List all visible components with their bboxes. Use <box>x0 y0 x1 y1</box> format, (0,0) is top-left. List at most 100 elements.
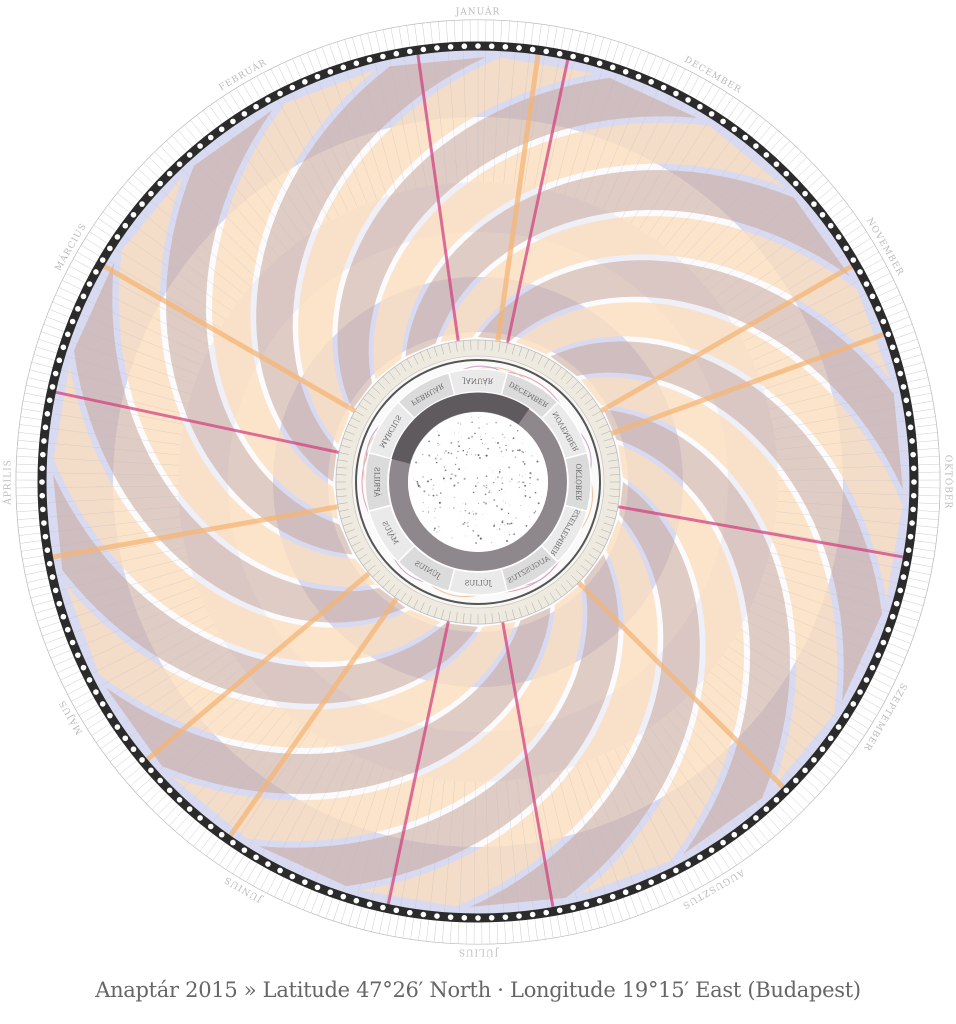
date-tick <box>193 828 208 847</box>
degree-tick <box>455 341 458 352</box>
star <box>482 426 484 428</box>
day-gridline <box>701 194 801 283</box>
degree-tick <box>377 575 385 583</box>
date-tick <box>571 911 577 934</box>
day-gridline <box>157 683 256 773</box>
degree-tick <box>388 371 396 380</box>
day-gridline <box>290 92 349 212</box>
date-tick <box>91 723 111 736</box>
day-gridline <box>403 56 427 187</box>
degree-tick <box>372 386 381 394</box>
day-gridline <box>433 52 448 184</box>
day-gridline <box>64 355 192 395</box>
star <box>475 519 476 520</box>
date-tick <box>523 22 526 45</box>
moon-dot <box>811 201 817 207</box>
date-tick <box>449 921 452 944</box>
degree-tick <box>406 596 413 606</box>
date-tick <box>678 873 689 894</box>
degree-tick <box>351 417 361 423</box>
moon-dot <box>827 222 834 229</box>
star <box>428 507 429 508</box>
date-tick <box>127 180 145 196</box>
day-gridline <box>747 293 867 352</box>
date-tick <box>225 850 239 870</box>
date-tick <box>62 280 83 291</box>
star <box>475 512 478 515</box>
day-gridline <box>474 781 476 914</box>
moon-dot <box>86 281 93 287</box>
star <box>511 449 514 452</box>
degree-tick <box>560 584 568 593</box>
date-tick <box>256 76 268 96</box>
moon-dot <box>811 757 817 763</box>
date-tick <box>818 759 837 775</box>
date-tick <box>887 642 909 652</box>
date-tick <box>837 735 856 749</box>
day-gridline <box>226 130 304 238</box>
star <box>413 479 414 480</box>
moon-dot <box>635 73 642 80</box>
star <box>509 480 511 482</box>
day-gridline <box>106 260 221 329</box>
day-gridline <box>80 313 202 366</box>
day-gridline <box>236 730 311 841</box>
star-map <box>408 412 548 552</box>
degree-tick <box>609 474 620 476</box>
event-radial-line <box>505 29 576 346</box>
moon-dot <box>763 152 770 158</box>
date-tick <box>593 906 601 928</box>
date-tick <box>184 125 199 143</box>
star <box>505 449 507 451</box>
star <box>479 457 481 459</box>
star <box>443 452 446 454</box>
moon-dot <box>720 118 726 125</box>
date-tick <box>896 338 918 347</box>
date-tick <box>461 20 464 43</box>
degree-tick <box>339 452 349 455</box>
degree-tick <box>525 605 530 615</box>
star <box>475 542 477 544</box>
moon-dot <box>218 831 225 838</box>
star <box>428 494 430 497</box>
star <box>471 453 472 455</box>
star <box>508 532 510 533</box>
date-tick <box>891 323 913 332</box>
date-tick <box>843 224 863 238</box>
day-gridline <box>223 724 302 832</box>
star <box>493 482 495 484</box>
day-gridline <box>593 83 645 206</box>
star <box>434 508 436 510</box>
moon-dot <box>107 245 113 252</box>
day-gridline <box>586 761 635 885</box>
moon-dot <box>502 914 509 920</box>
date-tick <box>777 804 793 821</box>
moon-dot <box>556 50 563 57</box>
date-tick <box>880 294 901 304</box>
day-gridline <box>612 95 672 214</box>
moon-dot <box>863 677 870 683</box>
inner-month-label: OKTÓBER <box>575 464 584 502</box>
degree-tick <box>592 547 602 554</box>
date-tick <box>107 205 126 220</box>
star <box>518 474 520 476</box>
date-tick <box>21 408 44 413</box>
star <box>454 463 457 466</box>
inner-month-segment <box>447 568 509 596</box>
moon-dots <box>39 43 917 921</box>
star <box>520 505 522 506</box>
day-gridline <box>703 679 804 767</box>
date-tick <box>46 316 68 325</box>
moon-dot <box>869 293 876 300</box>
date-tick <box>917 502 940 505</box>
date-tick <box>87 716 107 730</box>
star <box>484 432 486 434</box>
moon-dot <box>731 126 738 133</box>
day-gridline <box>264 106 331 222</box>
date-tick <box>27 377 50 383</box>
star <box>460 524 462 526</box>
moon-dot <box>314 884 321 891</box>
moon-dot <box>434 913 440 919</box>
star <box>428 440 431 443</box>
star <box>479 537 482 540</box>
